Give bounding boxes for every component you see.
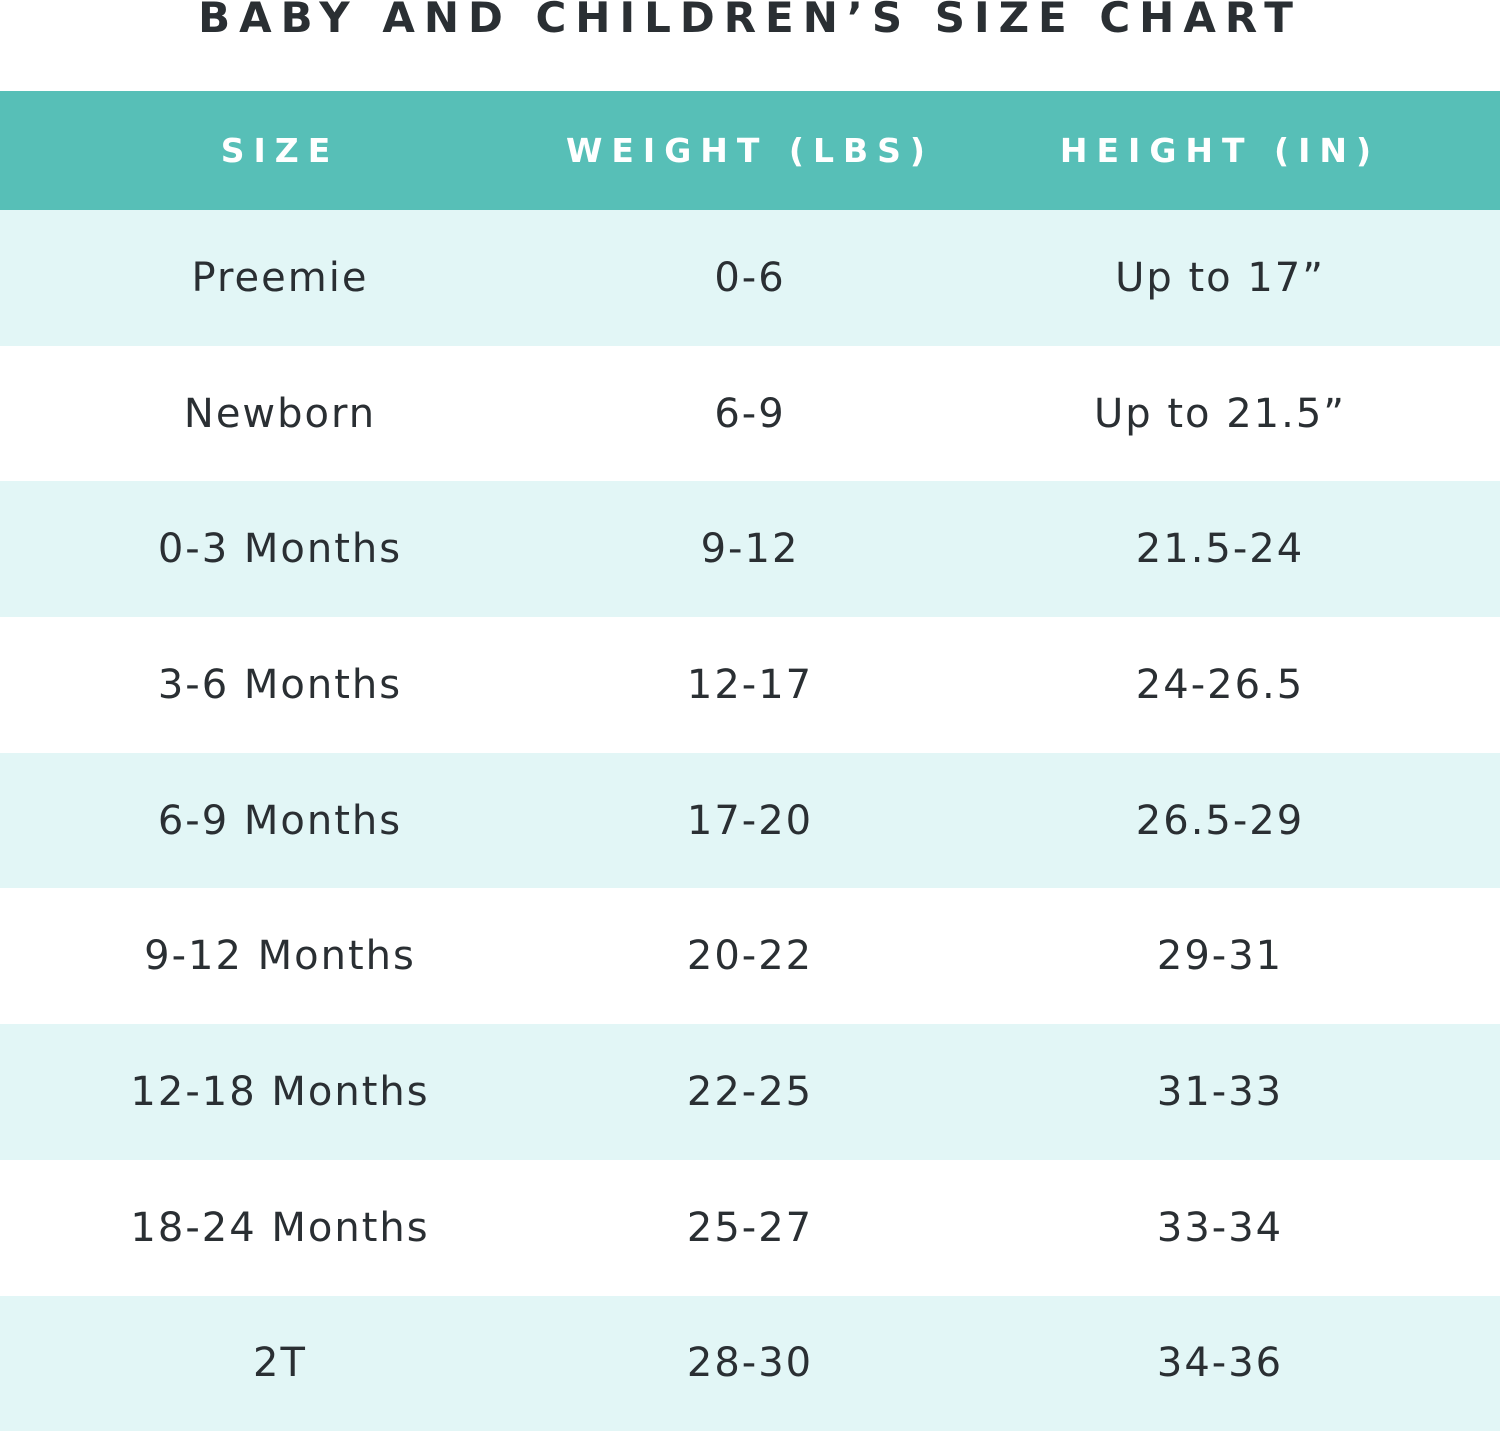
size-cell: 12-18 Months	[130, 1068, 430, 1115]
weight-cell: 9-12	[700, 526, 800, 573]
table-row: Preemie 0-6 Up to 17”	[0, 210, 1500, 346]
size-cell: Newborn	[183, 390, 377, 437]
weight-cell: 25-27	[686, 1204, 814, 1251]
height-cell: 34-36	[1156, 1340, 1284, 1387]
weight-cell: 17-20	[686, 797, 814, 844]
height-cell: Up to 17”	[1115, 254, 1325, 301]
height-cell: 29-31	[1156, 933, 1284, 980]
size-cell: 9-12 Months	[144, 933, 416, 980]
table-header-row: SIZE WEIGHT (LBS) HEIGHT (IN)	[0, 91, 1500, 210]
table-row: 6-9 Months 17-20 26.5-29	[0, 752, 1500, 889]
size-cell: Preemie	[191, 254, 369, 301]
table-row: 18-24 Months 25-27 33-34	[0, 1159, 1500, 1296]
size-chart-table: SIZE WEIGHT (LBS) HEIGHT (IN) Preemie 0-…	[0, 91, 1500, 1432]
size-cell: 6-9 Months	[157, 797, 403, 844]
height-cell: 21.5-24	[1135, 526, 1305, 573]
weight-cell: 0-6	[714, 254, 786, 301]
height-cell: 26.5-29	[1135, 797, 1305, 844]
table-row: 9-12 Months 20-22 29-31	[0, 888, 1500, 1025]
weight-cell: 28-30	[686, 1340, 814, 1387]
height-cell: 33-34	[1156, 1204, 1284, 1251]
table-row: 2T 28-30 34-36	[0, 1295, 1500, 1432]
table-row: Newborn 6-9 Up to 21.5”	[0, 345, 1500, 482]
header-weight: WEIGHT (LBS)	[565, 131, 935, 170]
size-cell: 2T	[253, 1340, 307, 1387]
header-height: HEIGHT (IN)	[1059, 131, 1381, 170]
height-cell: 24-26.5	[1135, 661, 1305, 708]
weight-cell: 6-9	[714, 390, 786, 437]
weight-cell: 20-22	[686, 933, 814, 980]
table-row: 0-3 Months 9-12 21.5-24	[0, 481, 1500, 618]
height-cell: Up to 21.5”	[1093, 390, 1347, 437]
table-row: 12-18 Months 22-25 31-33	[0, 1024, 1500, 1160]
size-cell: 18-24 Months	[130, 1204, 430, 1251]
weight-cell: 12-17	[686, 661, 814, 708]
size-cell: 0-3 Months	[157, 526, 403, 573]
size-cell: 3-6 Months	[157, 661, 403, 708]
header-size: SIZE	[220, 131, 340, 170]
table-row: 3-6 Months 12-17 24-26.5	[0, 617, 1500, 753]
weight-cell: 22-25	[686, 1068, 814, 1115]
height-cell: 31-33	[1156, 1068, 1284, 1115]
page-title: BABY AND CHILDREN’S SIZE CHART	[198, 0, 1302, 42]
